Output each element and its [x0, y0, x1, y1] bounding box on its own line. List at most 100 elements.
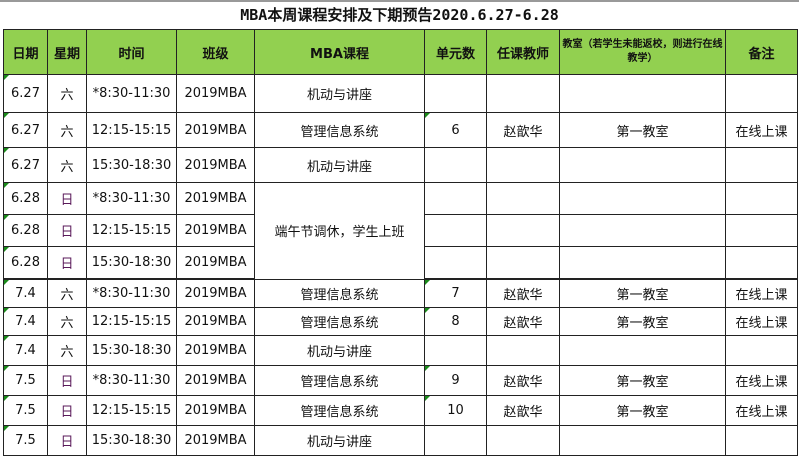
cell-time[interactable]: 15:30-18:30: [86, 246, 177, 280]
cell-weekday[interactable]: 日: [47, 425, 87, 456]
cell-time[interactable]: 12:15-15:15: [86, 395, 177, 426]
cell-class[interactable]: 2019MBA: [176, 335, 255, 366]
cell-class[interactable]: 2019MBA: [176, 246, 255, 280]
cell-date[interactable]: 7.4: [3, 307, 48, 336]
cell-time[interactable]: 15:30-18:30: [86, 147, 177, 183]
cell-remark[interactable]: 在线上课: [725, 307, 798, 336]
cell-units[interactable]: 6: [424, 112, 487, 148]
cell-remark[interactable]: [725, 74, 798, 113]
cell-course[interactable]: 机动与讲座: [254, 425, 425, 456]
cell-course[interactable]: 机动与讲座: [254, 74, 425, 113]
cell-course[interactable]: 管理信息系统: [254, 307, 425, 336]
cell-class[interactable]: 2019MBA: [176, 112, 255, 148]
cell-weekday[interactable]: 日: [47, 395, 87, 426]
cell-time[interactable]: 12:15-15:15: [86, 112, 177, 148]
cell-classroom[interactable]: [559, 147, 726, 183]
cell-classroom[interactable]: [559, 74, 726, 113]
cell-classroom[interactable]: 第一教室: [559, 395, 726, 426]
cell-course[interactable]: 管理信息系统: [254, 365, 425, 396]
cell-course[interactable]: 端午节调休，学生上班: [254, 182, 425, 280]
cell-classroom[interactable]: 第一教室: [559, 112, 726, 148]
cell-course[interactable]: 机动与讲座: [254, 147, 425, 183]
cell-classroom[interactable]: [559, 335, 726, 366]
cell-class[interactable]: 2019MBA: [176, 74, 255, 113]
cell-date[interactable]: 7.4: [3, 335, 48, 366]
cell-date[interactable]: 6.27: [3, 74, 48, 113]
cell-class[interactable]: 2019MBA: [176, 365, 255, 396]
cell-remark[interactable]: [725, 425, 798, 456]
cell-units[interactable]: [424, 246, 487, 280]
cell-time[interactable]: 15:30-18:30: [86, 425, 177, 456]
cell-teacher[interactable]: 赵歆华: [486, 365, 560, 396]
cell-units[interactable]: [424, 425, 487, 456]
cell-class[interactable]: 2019MBA: [176, 395, 255, 426]
cell-remark[interactable]: [725, 246, 798, 280]
cell-teacher[interactable]: 赵歆华: [486, 112, 560, 148]
cell-remark[interactable]: [725, 147, 798, 183]
cell-date[interactable]: 6.28: [3, 182, 48, 215]
cell-units[interactable]: [424, 182, 487, 215]
cell-class[interactable]: 2019MBA: [176, 214, 255, 247]
cell-units[interactable]: 8: [424, 307, 487, 336]
cell-weekday[interactable]: 六: [47, 74, 87, 113]
cell-teacher[interactable]: [486, 74, 560, 113]
cell-remark[interactable]: [725, 335, 798, 366]
cell-date[interactable]: 7.5: [3, 425, 48, 456]
cell-time[interactable]: *8:30-11:30: [86, 365, 177, 396]
cell-course[interactable]: 管理信息系统: [254, 395, 425, 426]
cell-date[interactable]: 7.4: [3, 278, 48, 308]
cell-units[interactable]: [424, 214, 487, 247]
cell-date[interactable]: 7.5: [3, 395, 48, 426]
cell-classroom[interactable]: [559, 214, 726, 247]
cell-units[interactable]: [424, 74, 487, 113]
cell-weekday[interactable]: 日: [47, 246, 87, 280]
cell-teacher[interactable]: 赵歆华: [486, 278, 560, 308]
cell-class[interactable]: 2019MBA: [176, 182, 255, 215]
cell-units[interactable]: 9: [424, 365, 487, 396]
cell-classroom[interactable]: 第一教室: [559, 307, 726, 336]
cell-teacher[interactable]: [486, 425, 560, 456]
cell-date[interactable]: 6.28: [3, 246, 48, 280]
cell-course[interactable]: 管理信息系统: [254, 278, 425, 308]
cell-classroom[interactable]: [559, 182, 726, 215]
cell-time[interactable]: *8:30-11:30: [86, 182, 177, 215]
cell-time[interactable]: 12:15-15:15: [86, 214, 177, 247]
cell-teacher[interactable]: [486, 335, 560, 366]
cell-class[interactable]: 2019MBA: [176, 425, 255, 456]
cell-time[interactable]: 12:15-15:15: [86, 307, 177, 336]
cell-units[interactable]: 7: [424, 278, 487, 308]
cell-teacher[interactable]: [486, 246, 560, 280]
cell-time[interactable]: *8:30-11:30: [86, 74, 177, 113]
cell-weekday[interactable]: 日: [47, 365, 87, 396]
cell-classroom[interactable]: 第一教室: [559, 278, 726, 308]
cell-date[interactable]: 7.5: [3, 365, 48, 396]
cell-classroom[interactable]: [559, 246, 726, 280]
cell-teacher[interactable]: 赵歆华: [486, 307, 560, 336]
cell-time[interactable]: *8:30-11:30: [86, 278, 177, 308]
cell-class[interactable]: 2019MBA: [176, 147, 255, 183]
cell-remark[interactable]: 在线上课: [725, 112, 798, 148]
cell-weekday[interactable]: 六: [47, 278, 87, 308]
cell-teacher[interactable]: [486, 182, 560, 215]
cell-teacher[interactable]: 赵歆华: [486, 395, 560, 426]
cell-teacher[interactable]: [486, 147, 560, 183]
cell-time[interactable]: 15:30-18:30: [86, 335, 177, 366]
cell-units[interactable]: [424, 147, 487, 183]
cell-remark[interactable]: 在线上课: [725, 395, 798, 426]
cell-course[interactable]: 管理信息系统: [254, 112, 425, 148]
cell-units[interactable]: [424, 335, 487, 366]
cell-class[interactable]: 2019MBA: [176, 278, 255, 308]
cell-class[interactable]: 2019MBA: [176, 307, 255, 336]
cell-weekday[interactable]: 日: [47, 182, 87, 215]
cell-remark[interactable]: 在线上课: [725, 278, 798, 308]
cell-weekday[interactable]: 六: [47, 335, 87, 366]
cell-weekday[interactable]: 六: [47, 147, 87, 183]
cell-units[interactable]: 10: [424, 395, 487, 426]
cell-weekday[interactable]: 日: [47, 214, 87, 247]
cell-date[interactable]: 6.27: [3, 147, 48, 183]
cell-remark[interactable]: [725, 182, 798, 215]
cell-teacher[interactable]: [486, 214, 560, 247]
cell-date[interactable]: 6.28: [3, 214, 48, 247]
cell-remark[interactable]: 在线上课: [725, 365, 798, 396]
cell-date[interactable]: 6.27: [3, 112, 48, 148]
